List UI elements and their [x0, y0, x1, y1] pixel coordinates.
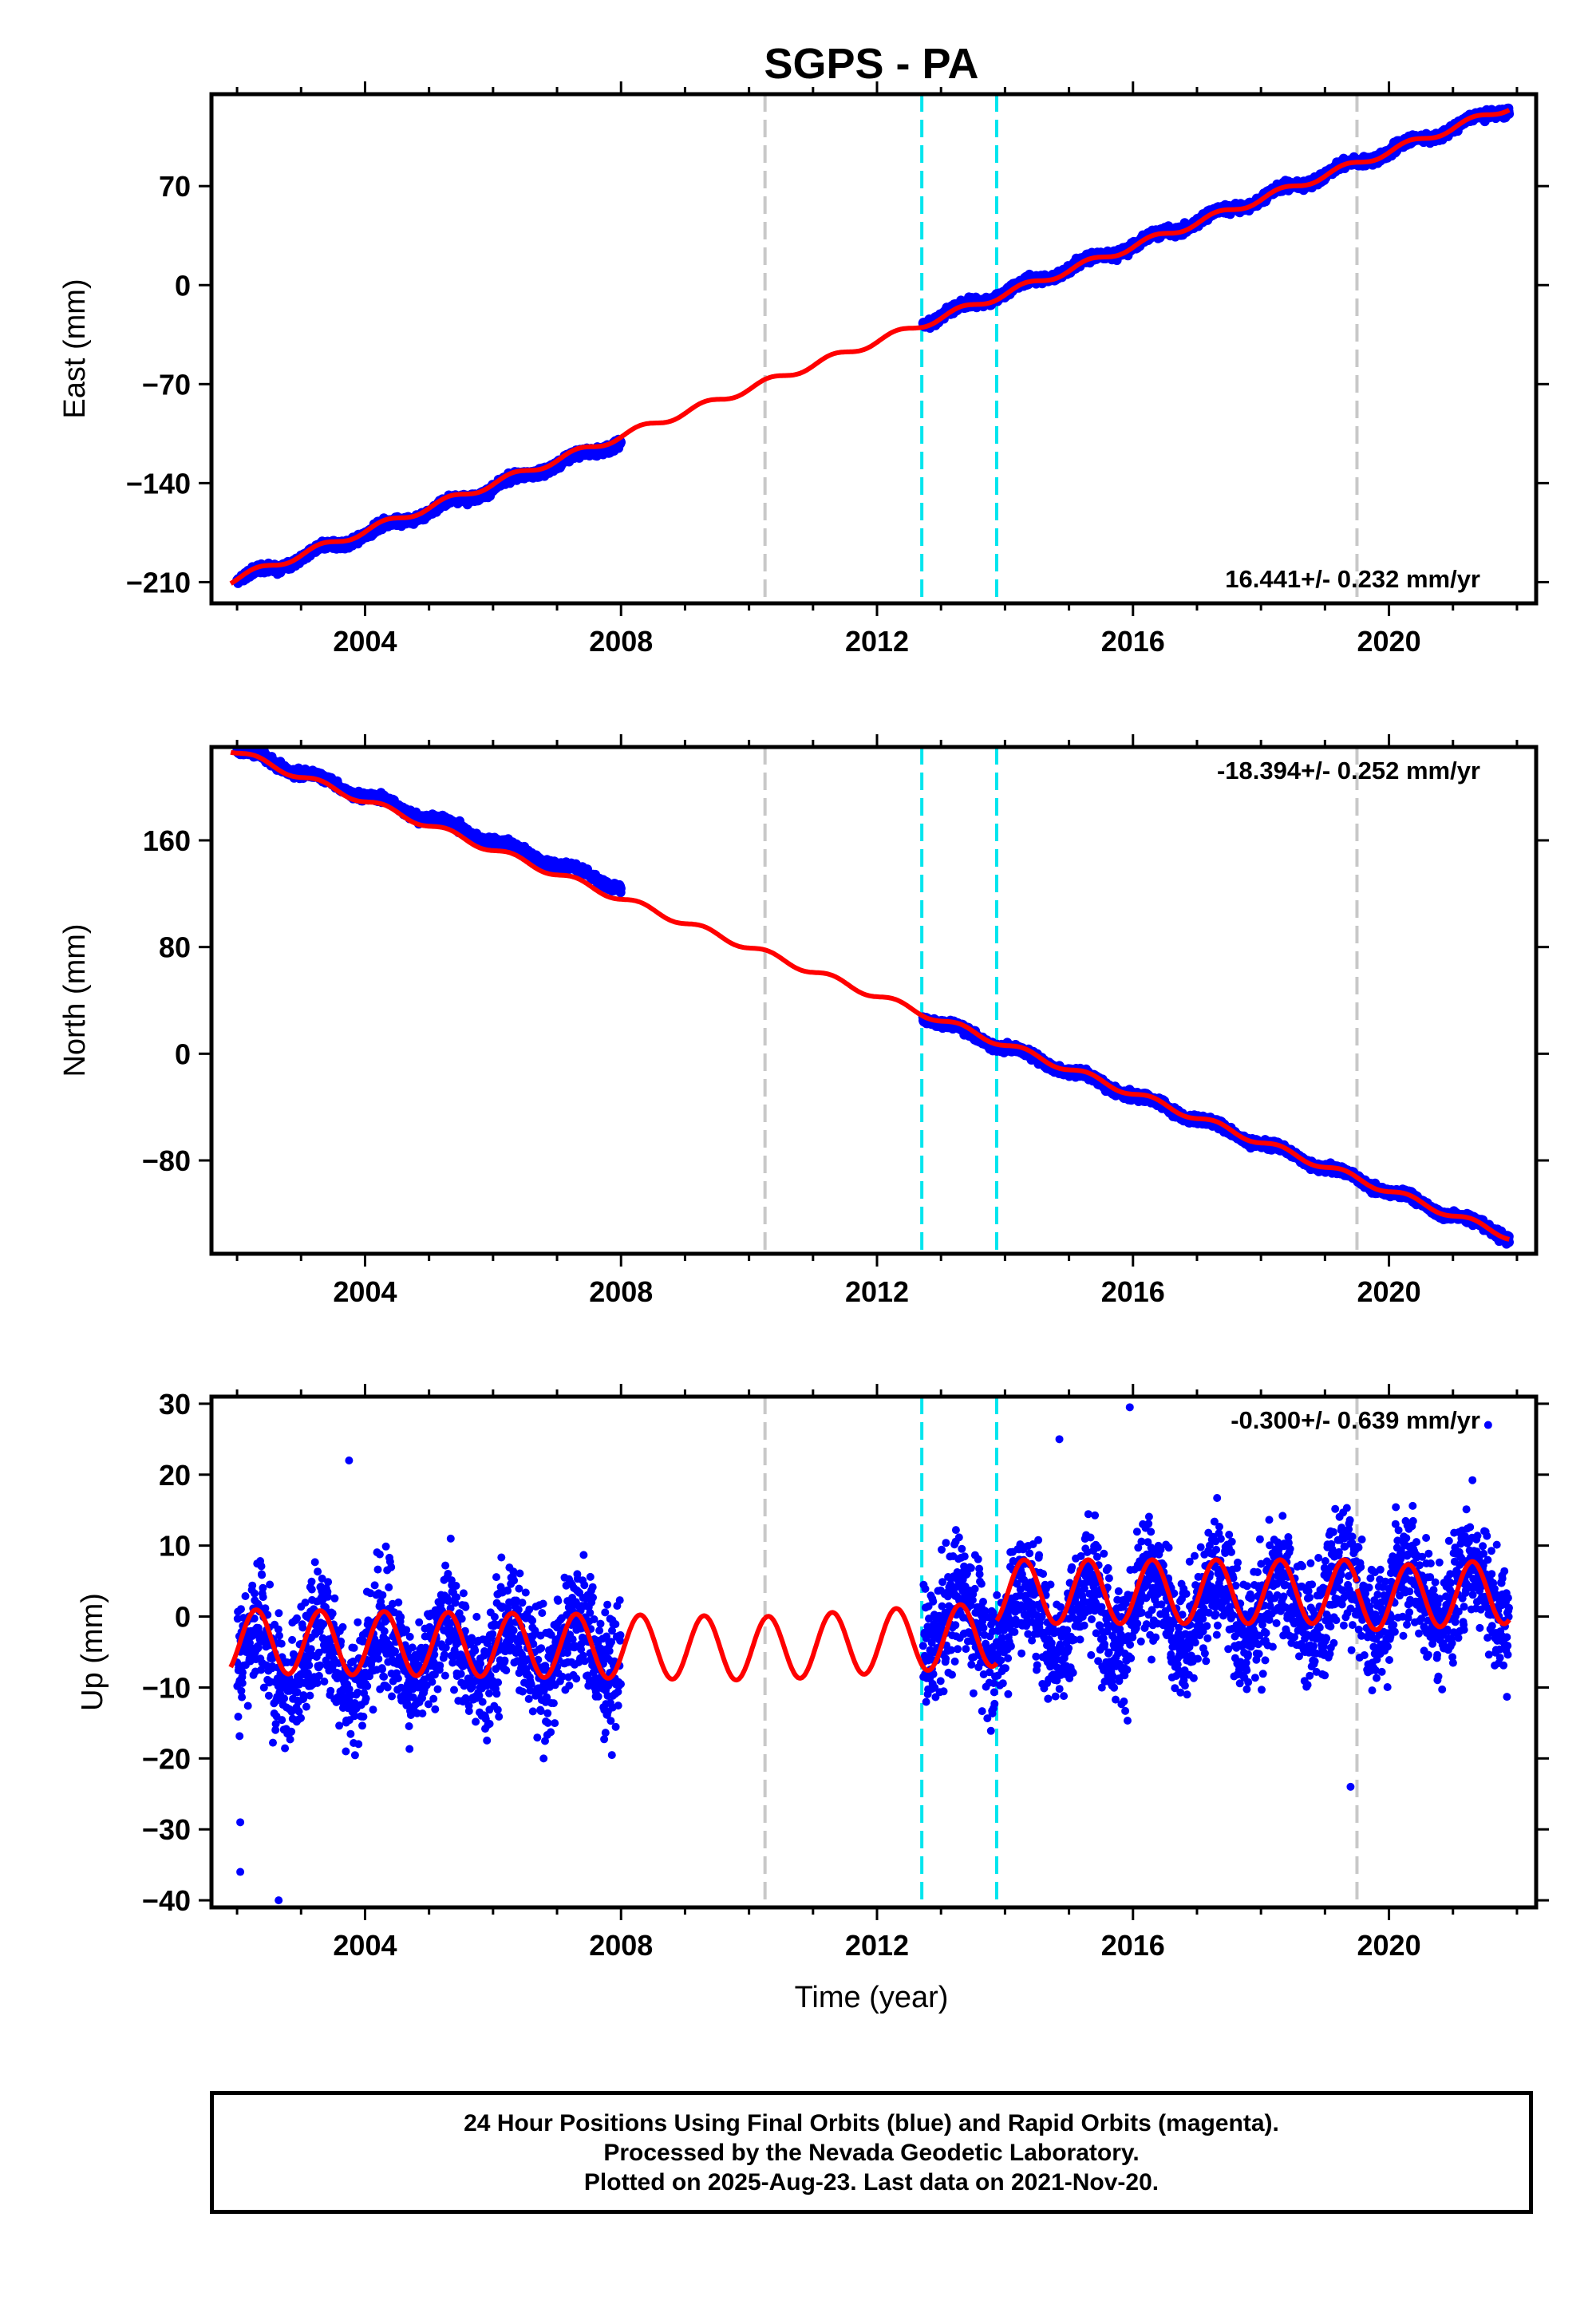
- model-fit: [231, 110, 1509, 583]
- chart-title: SGPS - PA: [764, 40, 978, 88]
- velocity-label: 16.441+/- 0.232 mm/yr: [1225, 565, 1480, 593]
- y-tick-label: 70: [159, 170, 191, 203]
- y-axis-label: East (mm): [58, 279, 92, 418]
- event-lines: [765, 94, 1357, 603]
- y-tick-label: 0: [175, 269, 191, 302]
- model-line: [231, 110, 1509, 583]
- y-tick-label: −210: [126, 566, 191, 599]
- x-tick-label: 2012: [845, 625, 909, 658]
- event-lines: [765, 747, 1357, 1254]
- x-tick-label: 2016: [1101, 625, 1165, 658]
- y-tick-label: −70: [142, 368, 191, 401]
- x-tick-label: 2008: [589, 625, 653, 658]
- panel-east: 2004 2008 2012 2016 2020 −210 −140 −70 0 70 East (…: [58, 81, 1549, 658]
- y-tick-label: −140: [126, 467, 191, 500]
- x-tick-label: 2020: [1357, 625, 1421, 658]
- x-tick-label: 2004: [333, 625, 397, 658]
